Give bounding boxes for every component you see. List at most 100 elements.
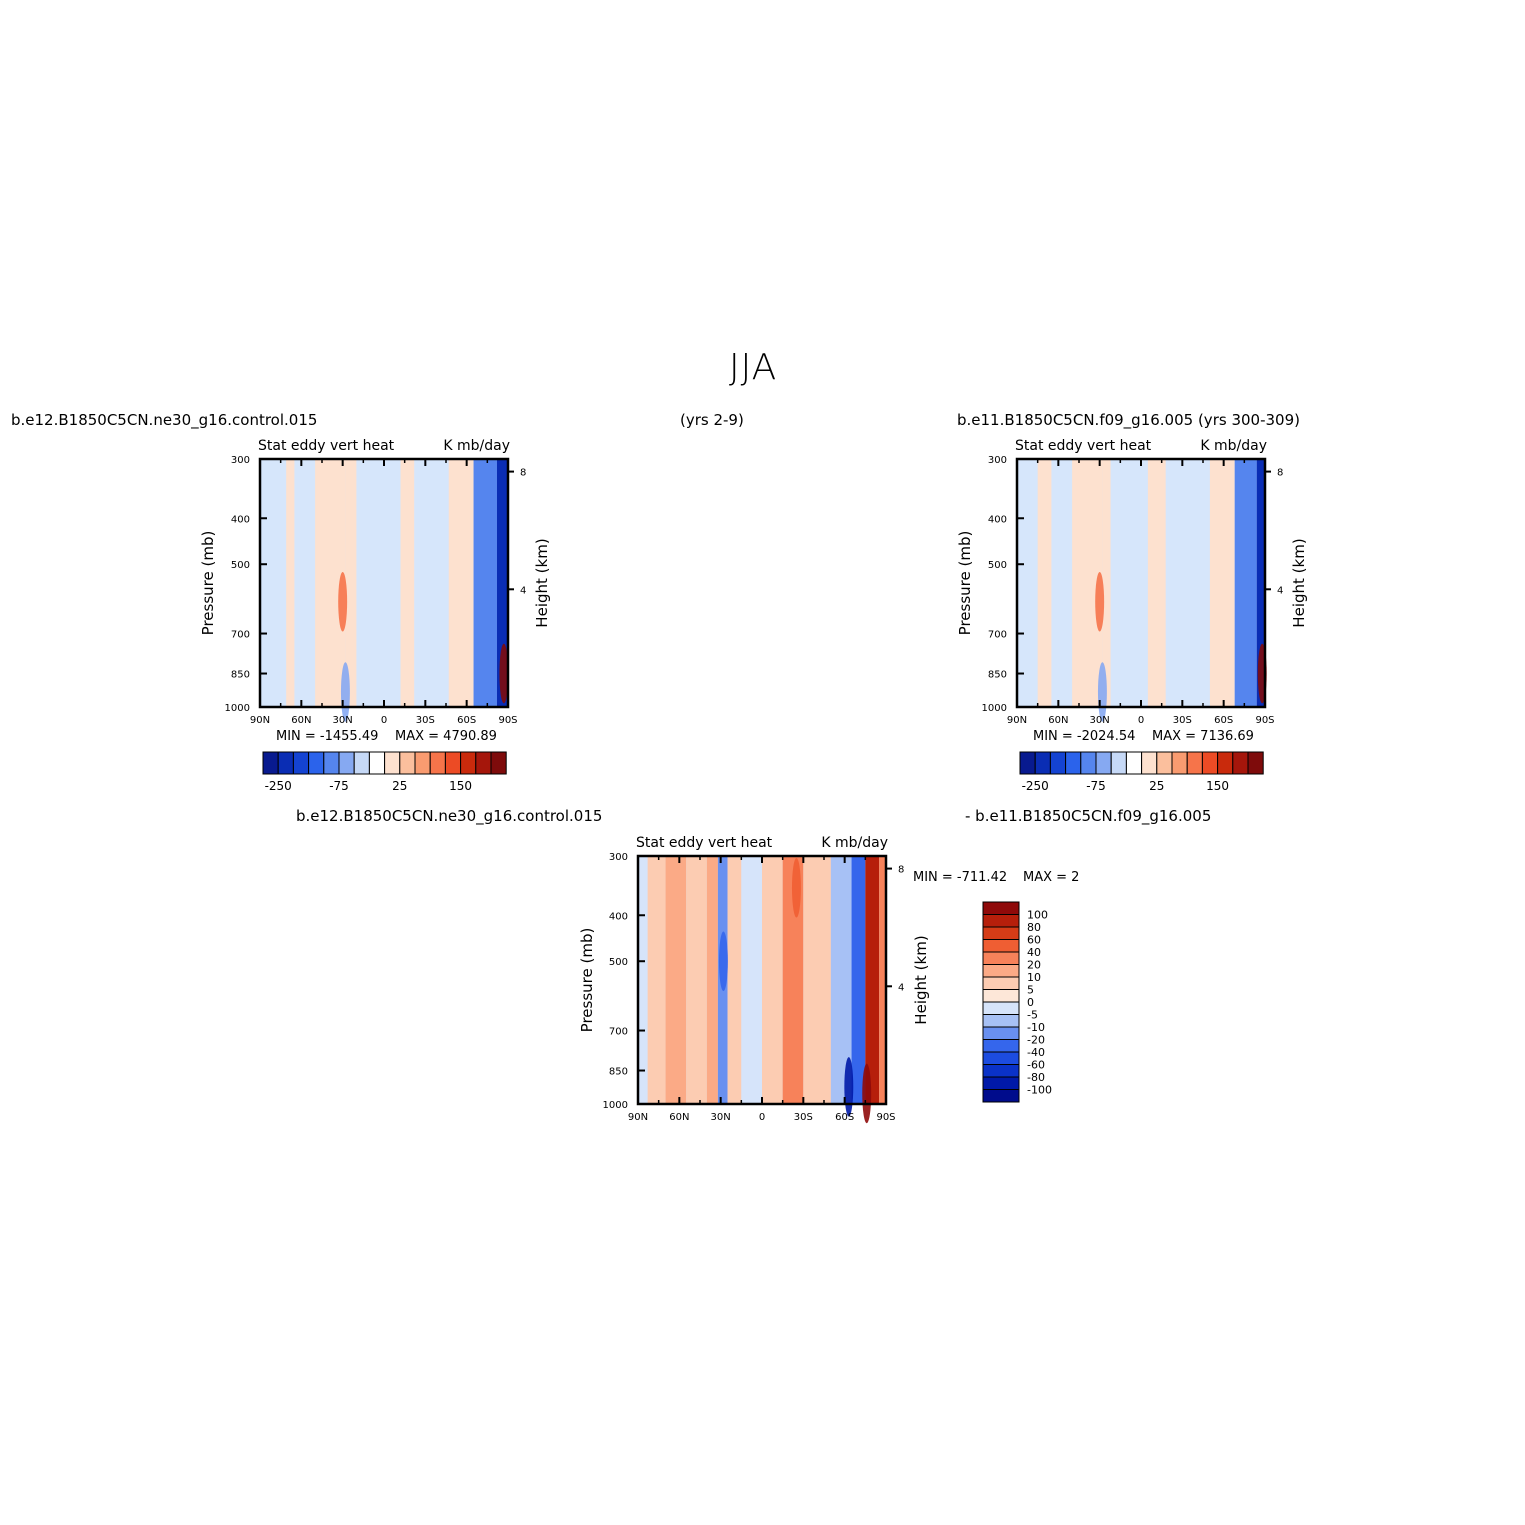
colorbar-label: 100 <box>1027 909 1048 922</box>
contour-band <box>762 856 783 1104</box>
contour-band <box>706 856 718 1104</box>
contour-band <box>1256 459 1265 707</box>
diff-label-left: b.e12.B1850C5CN.ne30_g16.control.015 <box>296 807 603 825</box>
y-tick-label: 300 <box>988 455 1007 466</box>
contour-feature <box>1097 662 1107 722</box>
colorbar-box <box>444 751 462 775</box>
x-tick-label: 30N <box>711 1112 731 1123</box>
max-label: MAX = 7136.69 <box>1152 729 1254 744</box>
contour-feature <box>844 1057 854 1117</box>
y-tick-label: 300 <box>609 852 628 863</box>
colorbar-box <box>982 1026 1020 1040</box>
colorbar-box <box>982 1089 1020 1103</box>
colorbar-label: 80 <box>1027 921 1041 934</box>
contour-band <box>356 459 401 707</box>
colorbar-box <box>414 751 431 775</box>
y-tick-label: 400 <box>231 514 250 525</box>
contour-band <box>1234 459 1257 707</box>
x-tick-label: 60S <box>457 715 476 726</box>
subtitle-left: Stat eddy vert heat <box>636 835 773 851</box>
colorbar-box <box>1217 751 1234 775</box>
colorbar-box <box>982 951 1020 965</box>
min-label: MIN = -2024.54 <box>1033 729 1135 744</box>
colorbar-box <box>1232 751 1249 775</box>
colorbar-box <box>1065 751 1082 775</box>
y-tick-label: 1000 <box>982 703 1007 714</box>
colorbar-label: -40 <box>1027 1046 1045 1059</box>
colorbar-box <box>1049 751 1067 775</box>
contour-band <box>686 856 707 1104</box>
contour-feature <box>499 643 509 704</box>
colorbar-box <box>982 1039 1020 1053</box>
colorbar-box <box>1186 751 1203 775</box>
subtitle-left: Stat eddy vert heat <box>258 438 395 454</box>
colorbar-label: 25 <box>1149 779 1164 793</box>
colorbar-label: -10 <box>1027 1021 1045 1034</box>
max-label: MAX = 4790.89 <box>395 729 497 744</box>
x-tick-label: 30N <box>1090 715 1110 726</box>
colorbar-box <box>353 751 370 775</box>
y-tick-label: 700 <box>988 630 1007 641</box>
colorbar-label: 25 <box>392 779 407 793</box>
colorbar-box <box>429 751 446 775</box>
colorbar-box <box>399 751 416 775</box>
x-tick-label: 0 <box>381 715 387 726</box>
x-tick-label: 90N <box>250 715 270 726</box>
contour-band <box>1037 459 1052 707</box>
contour-band <box>448 459 474 707</box>
colorbar-label: 0 <box>1027 996 1034 1009</box>
y-axis-label: Pressure (mb) <box>199 531 217 636</box>
y-axis-label-right: Height (km) <box>1290 538 1308 627</box>
contour-feature <box>340 662 350 722</box>
y-tick-label: 400 <box>988 514 1007 525</box>
colorbar-label: 10 <box>1027 971 1041 984</box>
y-axis-label: Pressure (mb) <box>578 928 596 1033</box>
x-tick-label: 60N <box>1048 715 1068 726</box>
subtitle-right: K mb/day <box>821 835 888 851</box>
colorbar-label: -75 <box>1086 779 1106 793</box>
colorbar-box <box>982 1001 1020 1015</box>
colorbar-box <box>1019 751 1036 775</box>
colorbar-box <box>277 751 294 775</box>
colorbar-box <box>460 751 477 775</box>
contour-band <box>1017 459 1038 707</box>
height-tick-label: 4 <box>898 982 904 993</box>
y-tick-label: 300 <box>231 455 250 466</box>
min-label: MIN = -711.42 <box>913 870 1007 885</box>
panel-left-svg: 90N 60N 30N 0 30S 60S 90S 300 400 500 700 850 1000 8 4… <box>199 438 551 793</box>
contour-band <box>345 459 357 707</box>
colorbar-box <box>262 751 279 775</box>
colorbar-box <box>982 1051 1020 1065</box>
contour-band <box>1209 459 1235 707</box>
contour-band <box>803 856 831 1104</box>
height-tick-label: 4 <box>520 585 526 596</box>
x-tick-label: 90N <box>1007 715 1027 726</box>
x-tick-label: 0 <box>1138 715 1144 726</box>
x-tick-label: 90N <box>628 1112 648 1123</box>
contour-band <box>830 856 852 1104</box>
x-tick-label: 30N <box>333 715 353 726</box>
contour-band <box>1102 459 1111 707</box>
x-tick-label: 60N <box>291 715 311 726</box>
subtitle-left: Stat eddy vert heat <box>1015 438 1152 454</box>
contour-band <box>879 856 886 1104</box>
panel-diff-svg: 90N 60N 30N 0 30S 60S 90S300400500700850100084… <box>578 835 1080 1124</box>
colorbar-label: 40 <box>1027 946 1041 959</box>
y-tick-label: 850 <box>988 670 1007 681</box>
contour-band <box>260 459 287 707</box>
colorbar-box <box>982 901 1020 915</box>
colorbar-box <box>368 751 386 775</box>
colorbar-box <box>982 989 1020 1003</box>
y-tick-label: 850 <box>609 1067 628 1078</box>
subtitle-right: K mb/day <box>1200 438 1267 454</box>
colorbar-box <box>475 751 492 775</box>
y-tick-label: 500 <box>988 560 1007 571</box>
colorbar-label: 5 <box>1027 984 1034 997</box>
contour-feature <box>1095 572 1105 632</box>
x-tick-label: 60S <box>835 1112 854 1123</box>
diff-label-right: - b.e11.B1850C5CN.f09_g16.005 <box>965 807 1212 825</box>
colorbar-label: -75 <box>329 779 349 793</box>
colorbar-box <box>1095 751 1112 775</box>
x-tick-label: 90S <box>876 1112 895 1123</box>
